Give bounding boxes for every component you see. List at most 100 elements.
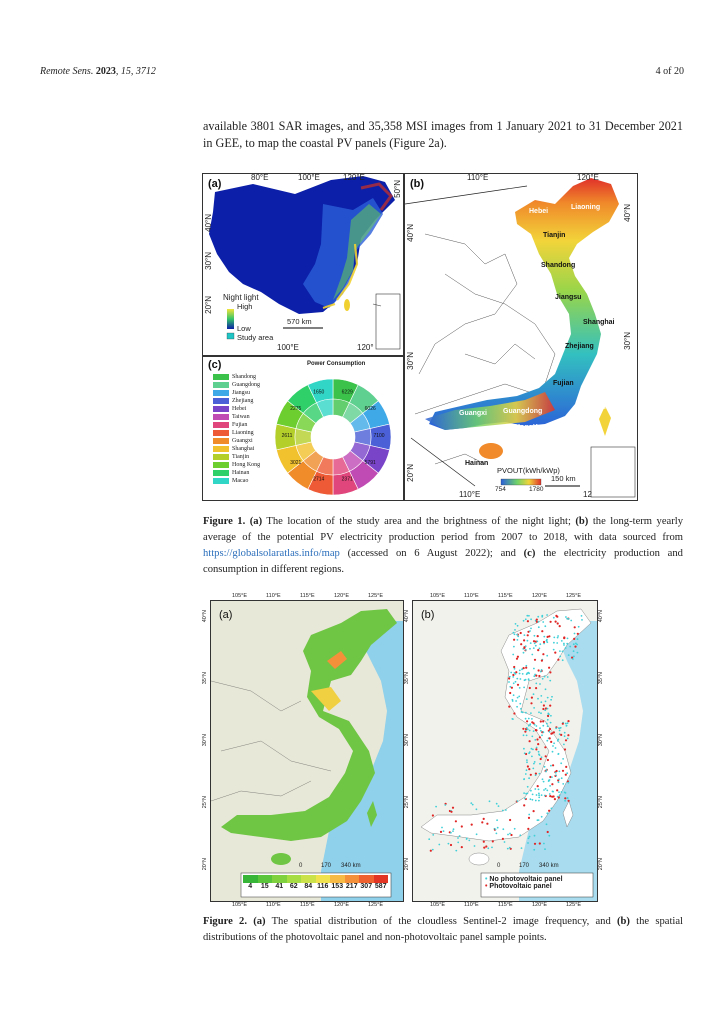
non-pv-sample-point	[546, 654, 549, 657]
axis-tick-label: 30°N	[202, 734, 208, 747]
non-pv-sample-point	[528, 672, 530, 675]
pv-sample-point	[544, 707, 548, 710]
non-pv-sample-point	[560, 640, 563, 642]
non-pv-sample-point	[546, 725, 549, 728]
non-pv-sample-point	[491, 846, 493, 849]
non-pv-sample-point	[511, 718, 514, 720]
pv-sample-point	[470, 823, 473, 826]
non-pv-sample-point	[442, 830, 445, 832]
non-pv-sample-point	[575, 642, 577, 645]
axis-tick-label: 35°N	[598, 672, 604, 685]
axis-tick-label: 110°E	[464, 902, 479, 908]
ring-title: Power Consumption	[307, 361, 366, 367]
non-pv-sample-point	[530, 789, 532, 792]
non-pv-sample-point	[540, 701, 543, 704]
color-step	[257, 875, 272, 883]
journal-year: 2023	[95, 66, 116, 77]
pv-sample-point	[528, 740, 531, 743]
axis-tick-label: 110°E	[464, 593, 479, 599]
pv-sample-point	[551, 783, 554, 786]
axis-tick-label: 105°E	[232, 902, 248, 908]
figure2-panel-a: (a) 0 170 340 km 4 15 41 62 84 116 153 217 307 58…	[210, 600, 404, 902]
region-name: Zhejiang	[232, 398, 254, 404]
panel-label-a: (a)	[208, 178, 222, 190]
pv-sample-point	[538, 736, 541, 739]
pv-sample-point	[555, 769, 558, 773]
non-pv-sample-point	[470, 802, 473, 804]
non-pv-sample-point	[537, 788, 540, 791]
non-pv-sample-point	[580, 615, 583, 617]
lon-tick: 120°E	[577, 173, 599, 182]
region-legend-item: Shanghai	[213, 445, 260, 453]
non-pv-sample-point	[556, 642, 559, 644]
non-pv-sample-point	[577, 625, 580, 628]
pv-sample-point	[516, 683, 520, 686]
pv-sample-point	[508, 705, 511, 708]
non-pv-sample-point	[512, 653, 515, 656]
non-pv-sample-point	[522, 734, 525, 737]
legend-low: Low	[237, 324, 251, 333]
non-pv-sample-point	[540, 794, 543, 796]
legend-study-area: Study area	[237, 333, 274, 342]
non-pv-sample-point	[503, 841, 506, 843]
non-pv-sample-point	[563, 735, 566, 738]
pv-sample-point	[519, 631, 522, 635]
non-pv-sample-point	[526, 759, 528, 761]
non-pv-sample-point	[475, 808, 478, 811]
pv-sample-point	[544, 746, 547, 749]
pv-sample-point	[510, 686, 513, 689]
non-pv-sample-point	[543, 675, 546, 678]
pv-sample-point	[544, 755, 547, 758]
non-pv-sample-point	[497, 805, 500, 807]
region-name: Shanghai	[232, 446, 255, 452]
pv-sample-point	[564, 797, 567, 800]
axis-tick-label: 120°E	[334, 593, 350, 599]
non-pv-sample-point	[447, 842, 450, 845]
non-pv-sample-point	[567, 654, 570, 656]
region-name: Hainan	[232, 470, 250, 476]
non-pv-sample-point	[538, 647, 541, 650]
pv-sample-point	[439, 830, 443, 833]
caption-link[interactable]: https://globalsolaratlas.info/map	[203, 548, 340, 559]
non-pv-sample-point	[505, 809, 507, 811]
non-pv-sample-point	[529, 798, 532, 801]
non-pv-sample-point	[465, 837, 468, 840]
pv-sample-point	[535, 729, 538, 732]
pv-sample-point	[553, 798, 556, 801]
legend-pv: Photovoltaic panel	[489, 883, 552, 890]
non-pv-sample-point	[552, 616, 555, 619]
non-pv-sample-point	[546, 614, 548, 616]
non-pv-sample-point	[572, 643, 575, 646]
lon-tick: 80°E	[251, 173, 269, 182]
panel-label-b: (b)	[421, 609, 435, 621]
non-pv-sample-point	[541, 778, 544, 781]
non-pv-sample-point	[564, 647, 567, 649]
non-pv-sample-point	[535, 682, 538, 685]
pv-sample-point	[565, 765, 568, 768]
non-pv-sample-point	[558, 794, 561, 797]
pv-sample-point	[491, 840, 494, 843]
figure-1-caption: Figure 1. (a) The location of the study …	[203, 514, 683, 578]
non-pv-sample-point	[527, 724, 530, 727]
non-pv-sample-point	[523, 752, 526, 755]
pv-sample-point	[528, 686, 531, 690]
pv-sample-point	[515, 657, 519, 660]
non-pv-sample-point	[567, 618, 570, 620]
figure1-panel-b: (b) 110°E 120°E 40°N 30°N 40°N 30°N 20°N…	[404, 173, 638, 501]
non-pv-sample-point	[544, 848, 546, 850]
pv-sample-point	[530, 696, 533, 699]
non-pv-sample-point	[531, 735, 534, 738]
pv-sample-point	[431, 814, 434, 817]
caption-part-c: (c)	[523, 548, 536, 559]
region-name: Shandong	[232, 374, 256, 380]
non-pv-sample-point	[528, 777, 530, 780]
non-pv-sample-point	[518, 669, 521, 672]
non-pv-sample-point	[528, 835, 531, 838]
pv-sample-point	[532, 810, 535, 813]
non-pv-sample-point	[544, 700, 547, 703]
lat-tick: 30°N	[623, 332, 632, 350]
axis-tick-label: 125°E	[566, 593, 582, 599]
pv-sample-point	[481, 821, 484, 824]
ring-value: 1650	[313, 389, 324, 395]
non-pv-sample-point	[518, 672, 521, 675]
